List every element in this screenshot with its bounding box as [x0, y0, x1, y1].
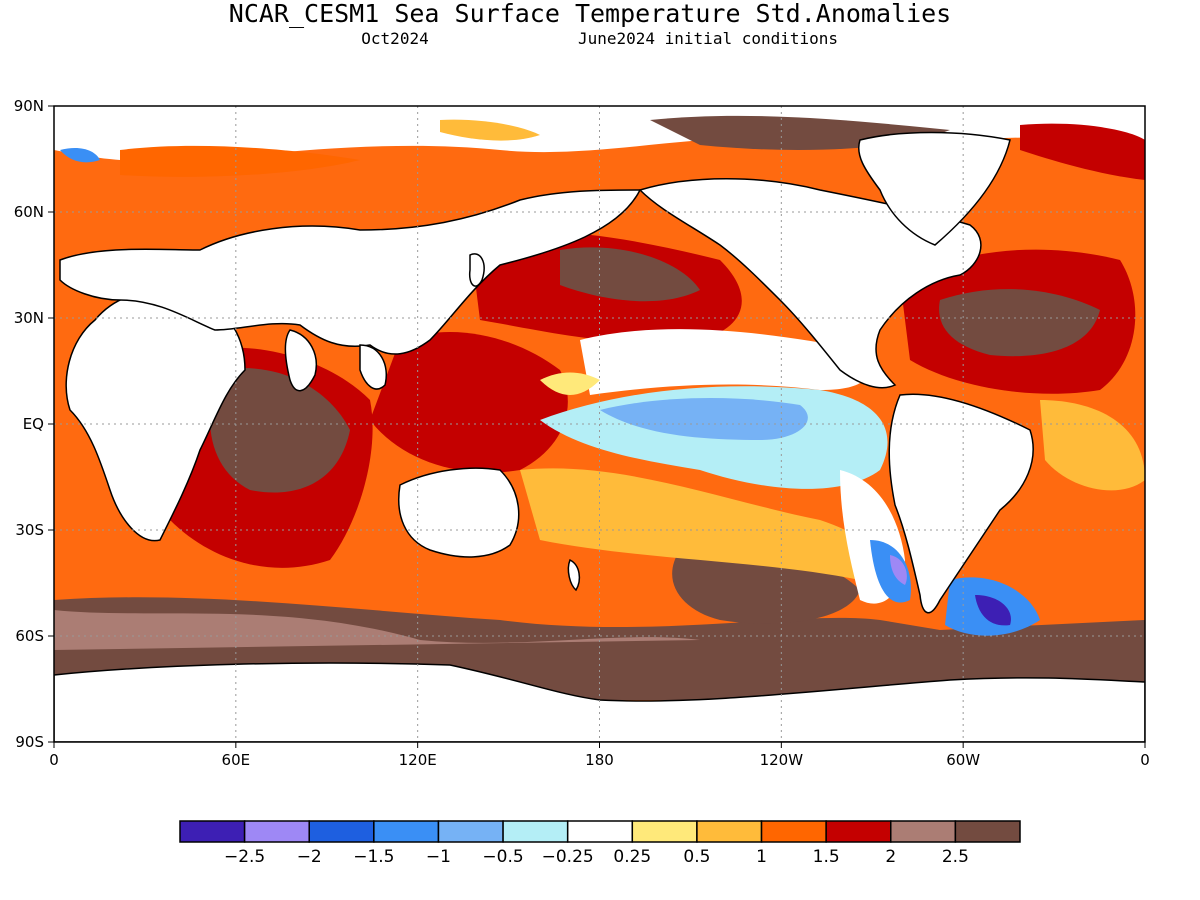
colorbar-swatch	[308, 820, 375, 843]
colorbar-label: 0.25	[613, 847, 651, 867]
colorbar-swatch	[631, 820, 698, 843]
greenland-land	[858, 131, 1011, 246]
colorbar-label: 2	[885, 847, 896, 867]
initial-conditions-label: June2024 initial conditions	[578, 29, 838, 48]
y-tick-label: 60S	[15, 627, 44, 645]
southeast-asia-land	[359, 344, 387, 390]
colorbar-label: −0.5	[482, 847, 523, 867]
colorbar-swatch	[954, 820, 1021, 843]
colorbar-label: −1.5	[353, 847, 394, 867]
x-tick-label: 180	[585, 751, 614, 769]
japan-land	[468, 253, 485, 287]
colorbar-swatch	[437, 820, 504, 843]
x-tick-label: 0	[1140, 751, 1150, 769]
south-america-land	[888, 393, 1034, 614]
north-america-land	[638, 178, 982, 389]
y-tick-label: 90S	[15, 733, 44, 751]
new-zealand-land	[567, 558, 581, 592]
y-axis: 90N 60N 30N EQ 30S 60S 90S	[14, 97, 54, 751]
x-tick-label: 120W	[760, 751, 804, 769]
colorbar-swatch	[825, 820, 892, 843]
colorbar-swatch	[373, 820, 440, 843]
australia-land	[398, 467, 520, 558]
colorbar-label: 1.5	[813, 847, 840, 867]
colorbar-swatch	[502, 820, 569, 843]
map-panel	[54, 106, 1145, 742]
colorbar-label: −1	[426, 847, 451, 867]
gridlines	[54, 106, 1145, 742]
x-axis: 0 60E 120E 180 120W 60W 0	[49, 742, 1150, 769]
colorbar-label: −2	[297, 847, 322, 867]
x-tick-label: 60E	[222, 751, 251, 769]
india-land	[284, 329, 317, 392]
colorbar-swatch	[760, 820, 827, 843]
y-tick-label: EQ	[23, 415, 44, 433]
eurasia-land	[59, 189, 642, 355]
y-tick-label: 90N	[14, 97, 44, 115]
y-tick-label: 30S	[15, 521, 44, 539]
colorbar: −2.5 −2 −1.5 −1 −0.5 −0.25 0.25 0.5 1 1.5 2 2.5	[179, 820, 1021, 867]
colorbar-swatch	[696, 820, 763, 843]
x-tick-label: 0	[49, 751, 59, 769]
colorbar-label: 2.5	[942, 847, 969, 867]
colorbar-swatch	[566, 820, 634, 843]
anomaly-field	[54, 106, 1145, 700]
x-tick-label: 120E	[399, 751, 437, 769]
continents	[54, 131, 1145, 742]
colorbar-label: −0.25	[542, 847, 594, 867]
colorbar-swatch	[890, 820, 957, 843]
colorbar-label: −2.5	[224, 847, 265, 867]
x-tick-label: 60W	[946, 751, 980, 769]
colorbar-swatch	[179, 820, 246, 843]
colorbar-label: 1	[756, 847, 767, 867]
y-tick-label: 30N	[14, 309, 44, 327]
y-tick-label: 60N	[14, 203, 44, 221]
antarctica-land	[54, 662, 1145, 742]
figure-title: NCAR_CESM1 Sea Surface Temperature Std.A…	[229, 0, 951, 28]
valid-month-label: Oct2024	[361, 29, 428, 48]
colorbar-label: 0.5	[683, 847, 710, 867]
colorbar-swatch	[243, 820, 310, 843]
